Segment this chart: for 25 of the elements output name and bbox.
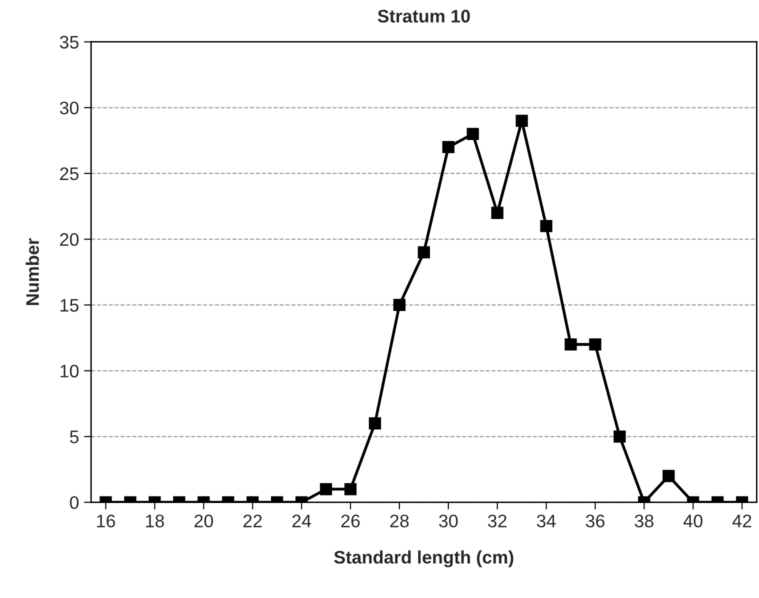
x-tick-label: 24	[292, 514, 312, 528]
x-tick-label: 20	[194, 514, 213, 528]
y-tick-label: 10	[60, 364, 79, 378]
y-tick-label: 25	[60, 167, 79, 180]
y-tick-label: 15	[60, 299, 79, 312]
y-axis-title: Number	[26, 238, 39, 305]
x-tick-label: 18	[146, 514, 164, 528]
x-tick-label: 16	[97, 514, 116, 528]
y-tick-label: 20	[60, 233, 79, 246]
y-tick-label: 0	[70, 496, 79, 510]
x-tick-label: 36	[586, 514, 604, 528]
chart-title: Stratum 10	[378, 10, 470, 23]
x-tick-label: 26	[341, 514, 360, 528]
x-tick-label: 40	[683, 514, 702, 528]
x-axis-title: Standard length (cm)	[334, 550, 514, 568]
x-tick-label: 28	[390, 514, 409, 528]
x-tick-label: 42	[732, 514, 752, 528]
x-tick-label: 22	[243, 514, 262, 528]
x-tick-label: 30	[439, 514, 458, 528]
x-tick-label: 32	[488, 514, 506, 528]
y-tick-label: 30	[60, 102, 79, 114]
x-tick-label: 34	[536, 514, 556, 528]
y-tick-label: 35	[60, 36, 79, 49]
y-tick-label: 5	[70, 430, 79, 444]
x-tick-label: 38	[634, 514, 654, 528]
